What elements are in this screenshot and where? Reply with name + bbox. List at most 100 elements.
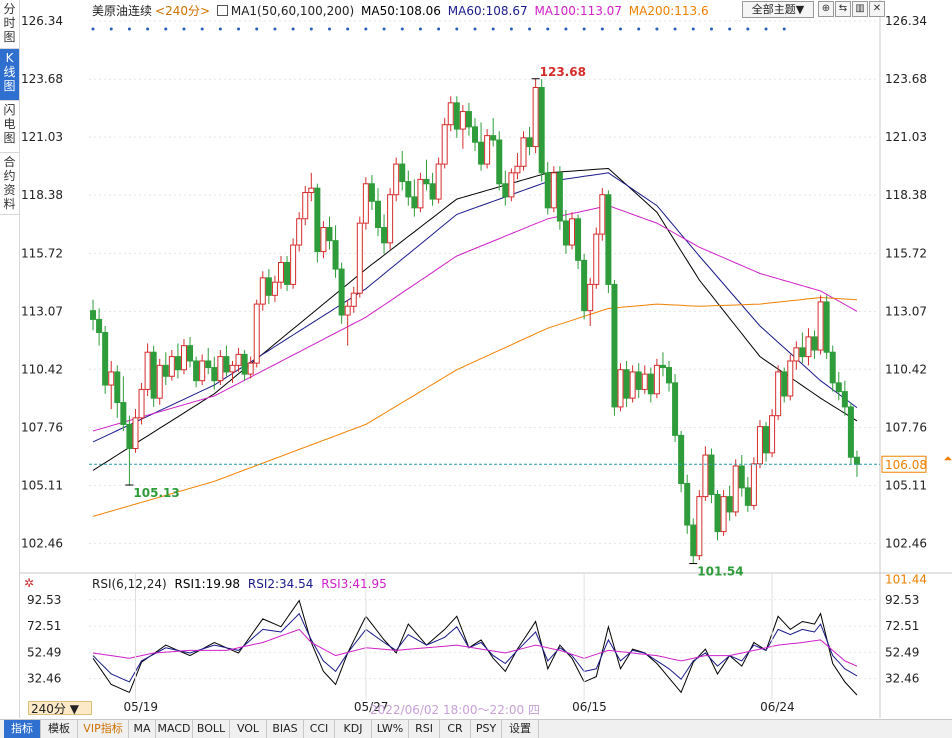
candle-body <box>526 137 533 148</box>
candle-body <box>120 402 127 425</box>
high-label: 123.68 <box>540 65 586 79</box>
candle-body <box>344 305 351 316</box>
signal-dots <box>91 27 786 31</box>
candle-body <box>332 240 339 270</box>
ma-label: MA1(50,60,100,200) <box>230 4 355 18</box>
min-price-label: 101.44 <box>885 573 927 587</box>
candle-body <box>575 218 582 261</box>
candle-body <box>374 200 381 229</box>
period-label: <240分> <box>155 4 211 18</box>
indicator-tab[interactable]: 设置 <box>502 720 539 738</box>
candle-body <box>756 426 763 465</box>
candle-body <box>605 194 612 285</box>
signal-dot <box>528 27 532 31</box>
tab-contract-info[interactable]: 合约资料 <box>0 153 19 215</box>
candle-body <box>277 262 284 283</box>
signal-dot <box>309 27 313 31</box>
chart-canvas[interactable]: 126.34 126.34 123.68 123.68 121.03 121.03 118.… <box>19 0 952 718</box>
signal-dot <box>600 27 604 31</box>
candle-body <box>635 371 642 390</box>
candle-body <box>732 465 739 513</box>
y-tick-label-right: 105.11 <box>885 478 927 492</box>
indicator-tab[interactable]: CR <box>440 720 471 738</box>
candle-body <box>817 301 824 351</box>
rsi-panel: 92.53 92.53 72.51 72.51 52.49 52.49 32.46 32.46… <box>27 573 919 714</box>
gear-icon[interactable]: ✲ <box>24 576 35 590</box>
indicator-tab[interactable]: BOLL <box>193 720 230 738</box>
indicator-tab[interactable]: BIAS <box>267 720 304 738</box>
signal-dot <box>709 27 713 31</box>
candle-body <box>490 135 497 141</box>
indicator-tab[interactable]: PSY <box>471 720 502 738</box>
candle-body <box>569 218 576 246</box>
candle-body <box>356 222 363 294</box>
candle-body <box>393 163 400 196</box>
indicator-tab[interactable]: VOL <box>230 720 267 738</box>
indicator-tab[interactable]: LW% <box>372 720 409 738</box>
candle-body <box>805 336 812 358</box>
y-tick-label-right: 110.42 <box>885 362 927 376</box>
low2-label: 101.54 <box>697 565 743 579</box>
close-icon[interactable]: ✕ <box>869 1 885 17</box>
indicator-tab[interactable]: RSI <box>409 720 440 738</box>
candle-body <box>520 137 527 167</box>
instrument-name: 美原油连续 <box>92 4 153 18</box>
candle-body <box>556 172 563 222</box>
candle-body <box>320 227 327 253</box>
candle-body <box>702 454 709 498</box>
grid: 126.34 126.34 123.68 123.68 121.03 121.03 118.… <box>19 0 952 718</box>
indicator-tab[interactable]: 模板 <box>41 720 78 738</box>
candle-body <box>241 353 248 375</box>
indicator-tab[interactable]: KDJ <box>335 720 372 738</box>
tab-flash-chart[interactable]: 闪电图 <box>0 101 19 153</box>
y-tick-label-left: 121.03 <box>21 130 63 144</box>
candlesticks <box>90 78 860 564</box>
y-tick-label-right: 113.07 <box>885 304 927 318</box>
signal-dot <box>255 27 259 31</box>
tab-time-sharing[interactable]: 分时图 <box>0 0 19 49</box>
signal-dot <box>327 27 331 31</box>
indicator-tab[interactable]: VIP指标 <box>78 720 129 738</box>
arrows-icon[interactable]: ⊕ <box>818 1 834 17</box>
legend: 美原油连续 <240分> MA1(50,60,100,200) MA50:108.… <box>92 2 712 18</box>
candle-body <box>223 356 230 373</box>
candle-body <box>259 277 266 305</box>
tab-kline[interactable]: K线图 <box>0 49 19 101</box>
indicator-tab[interactable]: 指标 <box>4 720 41 738</box>
indicator-tab[interactable]: MACD <box>156 720 193 738</box>
candle-body <box>841 391 848 408</box>
candle-body <box>296 218 303 246</box>
candle-body <box>629 371 636 399</box>
candle-body <box>738 465 745 489</box>
candle-body <box>144 351 151 390</box>
rsi-tick-right: 32.46 <box>885 672 919 686</box>
indicator-tab[interactable]: CCI <box>304 720 335 738</box>
candle-body <box>168 356 175 377</box>
candle-body <box>193 360 200 382</box>
candle-body <box>690 524 697 557</box>
candle-body <box>180 345 187 371</box>
period-selector[interactable]: 240分 ▼ <box>28 701 92 716</box>
candle-body <box>235 353 242 366</box>
indicator-tab[interactable]: MA <box>129 720 156 738</box>
candle-body <box>744 487 751 506</box>
candle-body <box>472 126 478 143</box>
candle-body <box>405 181 412 198</box>
ma200-value: MA200:113.6 <box>628 4 709 18</box>
y-tick-label-right: 102.46 <box>885 536 927 550</box>
signal-dot <box>182 27 186 31</box>
ma60-line <box>92 172 858 443</box>
move-icon[interactable]: ⇆ <box>835 1 851 17</box>
last-price-box <box>881 455 927 473</box>
layout-icon[interactable]: ▥ <box>852 1 868 17</box>
candle-body <box>265 277 272 296</box>
signal-dot <box>418 27 422 31</box>
ma50-value: MA50:108.06 <box>361 4 441 18</box>
ma200-line <box>92 296 858 517</box>
signal-dot <box>764 27 768 31</box>
theme-select[interactable]: 全部主题▼ <box>742 1 814 18</box>
candle-body <box>769 415 776 454</box>
candle-body <box>447 102 454 126</box>
signal-dot <box>637 27 641 31</box>
candle-body <box>532 87 539 148</box>
